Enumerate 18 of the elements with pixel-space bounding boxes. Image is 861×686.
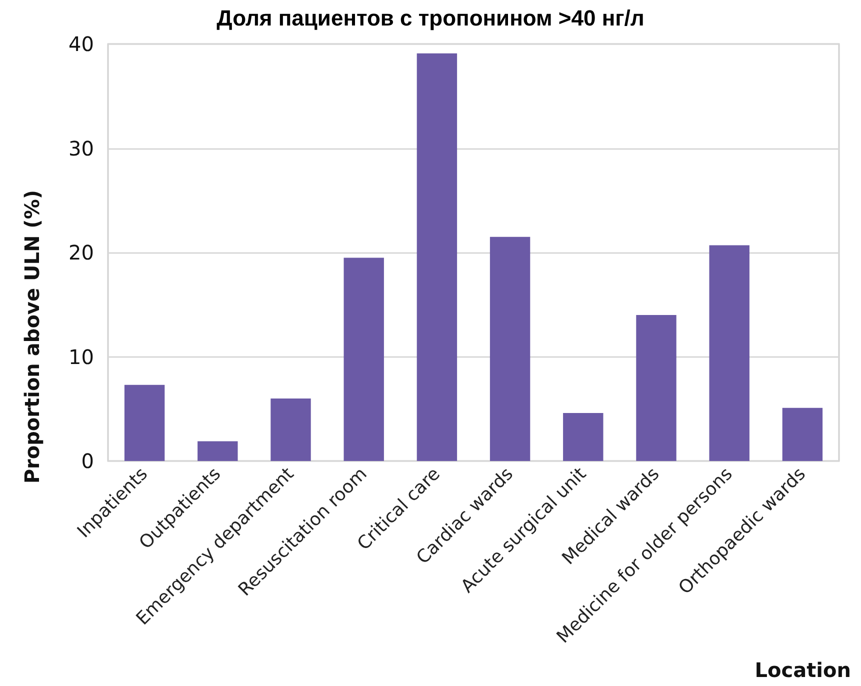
x-axis-title: Location bbox=[754, 658, 852, 682]
bar bbox=[563, 413, 604, 461]
y-tick-label: 10 bbox=[68, 344, 94, 369]
bar bbox=[709, 245, 750, 461]
y-axis-title: Proportion above ULN (%) bbox=[20, 190, 44, 484]
y-tick-label: 30 bbox=[68, 136, 94, 160]
y-tick-label: 40 bbox=[68, 32, 94, 56]
y-tick-label: 20 bbox=[68, 240, 94, 264]
bar bbox=[124, 384, 165, 461]
bar bbox=[416, 53, 458, 461]
chart-title: Доля пациентов с тропонином >40 нг/л bbox=[216, 6, 644, 30]
bar bbox=[270, 398, 311, 461]
bar bbox=[344, 258, 384, 461]
bar bbox=[490, 236, 530, 461]
bar bbox=[636, 315, 676, 461]
bar bbox=[198, 441, 238, 461]
bar bbox=[782, 408, 823, 461]
y-tick-label: 0 bbox=[81, 449, 94, 473]
